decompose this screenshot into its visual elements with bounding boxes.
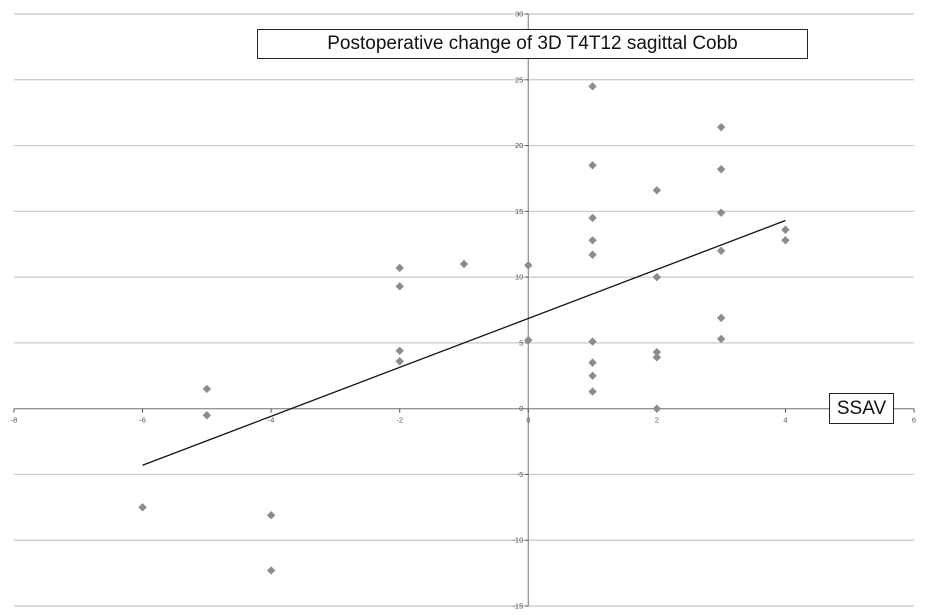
data-point: [588, 236, 597, 245]
data-point: [395, 282, 404, 291]
x-tick-label: 6: [912, 416, 916, 425]
data-point: [716, 122, 726, 132]
data-point: [588, 250, 597, 259]
chart-title: Postoperative change of 3D T4T12 sagitta…: [257, 29, 808, 59]
x-tick-label: -2: [396, 416, 403, 425]
data-point: [524, 336, 533, 345]
data-point: [588, 82, 597, 91]
data-point: [781, 225, 790, 234]
data-point: [716, 165, 726, 174]
data-point: [202, 411, 212, 420]
data-point: [588, 387, 597, 396]
y-tick-label: 20: [515, 141, 523, 150]
y-tick-label: 30: [515, 10, 523, 19]
y-tick-label: 5: [519, 338, 523, 347]
x-tick-label: -6: [139, 416, 146, 425]
y-tick-labels: -15 -10 -5 0 5 10 15 20 25 30: [512, 10, 523, 611]
data-points: [138, 82, 790, 575]
data-point: [588, 161, 597, 170]
y-tick-label: -15: [512, 602, 523, 611]
data-point: [395, 263, 404, 273]
data-point: [395, 346, 404, 355]
data-point: [652, 404, 662, 413]
y-tick-label: -10: [512, 536, 523, 545]
data-point: [588, 358, 597, 367]
x-tick-label: -8: [11, 416, 18, 425]
y-tick-label: 15: [515, 207, 523, 216]
data-point: [716, 208, 726, 217]
data-point: [202, 384, 212, 394]
y-tick-label: -5: [517, 470, 524, 479]
data-point: [716, 334, 726, 344]
data-point: [588, 371, 597, 380]
x-tick-label: 2: [655, 416, 659, 425]
data-point: [652, 272, 662, 282]
data-point: [395, 357, 404, 366]
x-tick-label: 4: [783, 416, 787, 425]
data-point: [716, 313, 726, 323]
data-point: [652, 186, 662, 195]
data-point: [266, 511, 276, 520]
data-point: [716, 246, 726, 255]
trendline: [142, 219, 786, 466]
x-axis-label: SSAV: [829, 393, 894, 424]
data-point: [588, 213, 597, 223]
axes: [13, 13, 915, 607]
data-point: [652, 347, 662, 357]
x-tick-labels: -8 -6 -4 -2 0 2 4 6: [11, 416, 916, 425]
data-point: [781, 236, 790, 245]
x-tick-label: -4: [268, 416, 275, 425]
data-point: [524, 261, 533, 270]
y-tick-label: 0: [519, 404, 523, 413]
data-point: [459, 259, 469, 269]
x-tick-label: 0: [526, 416, 530, 425]
y-tick-label: 10: [515, 273, 523, 282]
data-point: [138, 503, 147, 512]
data-point: [588, 337, 597, 346]
data-point: [652, 353, 662, 362]
trendline-segment: [142, 219, 786, 466]
gridlines: [14, 13, 914, 607]
y-tick-label: 25: [515, 75, 523, 84]
data-point: [266, 566, 276, 575]
